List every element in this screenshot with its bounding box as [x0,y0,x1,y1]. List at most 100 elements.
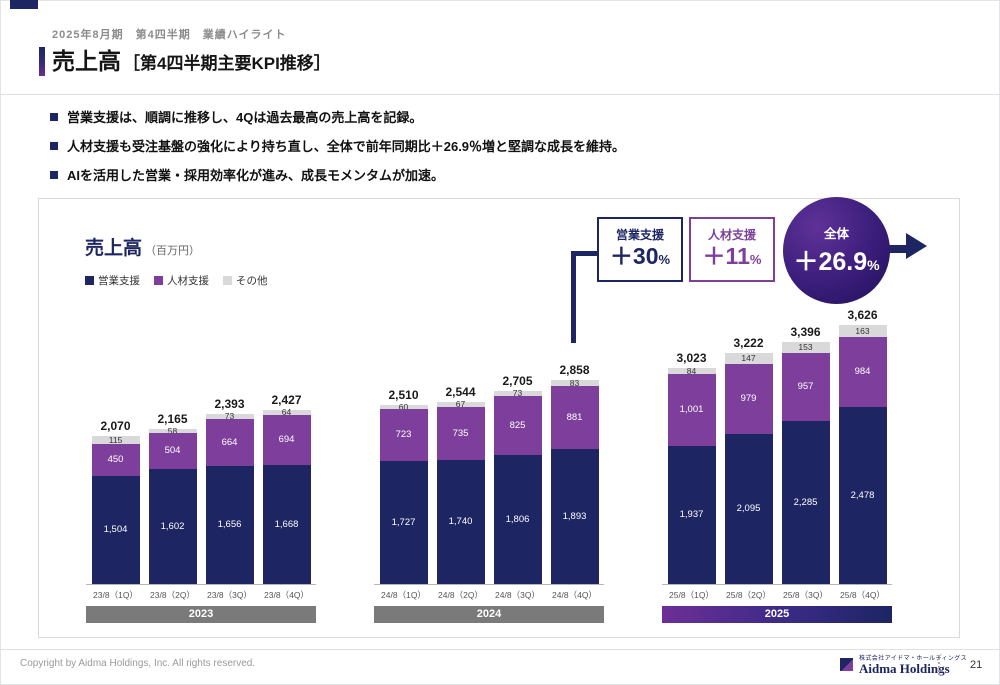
copyright-text: Copyright by Aidma Holdings, Inc. All ri… [20,658,256,669]
x-axis-label: 24/8（2Q） [438,590,483,600]
callout-connector-vertical [571,251,576,343]
legend-label: 営業支援 [98,275,140,287]
bar-segment-営業支援: 2,095 [724,434,773,584]
stacked-bar: 60 723 1,727 [379,403,428,584]
bar-segment-その他: 163 [838,325,887,337]
year-band-2024: 2024 [374,606,604,623]
bar-total-label: 3,023 [676,351,707,365]
legend-label: その他 [236,275,268,287]
bullet-square-icon [50,141,58,150]
legend-swatch [154,276,163,285]
bar-segment-営業支援: 1,893 [550,449,599,584]
bar-segment-人材支援: 984 [838,337,887,407]
page-title: 売上高 ［第4四半期主要KPI推移］ [52,42,331,76]
bar-segment-営業支援: 1,937 [667,446,716,584]
bars-row: 3,023 84 1,001 1,937 3,222 147 979 2,095 3,396 15… [662,308,892,585]
footer-divider [0,649,1000,650]
page-title-main: 売上高 [52,48,121,74]
bar-column: 3,396 153 957 2,285 [781,325,830,584]
logo-company-en: Aidma Holdings [859,661,950,676]
bar-total-label: 2,705 [502,374,533,388]
callout-hr-support: 人材支援 ＋11% [689,217,775,282]
bar-segment-その他: 73 [205,412,254,421]
bar-total-label: 3,626 [847,308,878,322]
legend-label: 人材支援 [167,275,209,287]
bar-column: 2,705 73 825 1,806 [493,374,542,584]
bar-segment-営業支援: 1,806 [493,455,542,584]
company-logo: 株式会社アイドマ・ホールディングス Aidma Holdings [840,653,967,676]
stacked-bar: 115 450 1,504 [91,436,140,584]
highlight-bullet: AIを活用した営業・採用効率化が進み、成長モメンタムが加速。 [50,165,625,184]
x-axis-label: 23/8（3Q） [207,590,252,600]
callout-total-percent-sign: % [867,257,880,273]
bar-segment-人材支援: 1,001 [667,374,716,446]
highlight-bullet: 人材支援も受注基盤の強化により持ち直し、全体で前年同期比＋26.9％増と堅調な成… [50,136,625,155]
logo-company-jp: 株式会社アイドマ・ホールディングス [859,656,968,662]
bar-segment-その他: 67 [436,400,485,409]
bar-segment-人材支援: 450 [91,444,140,476]
bar-segment-その他: 153 [781,342,830,353]
x-axis-label: 24/8（3Q） [495,590,540,600]
legend-item: その他 [223,273,268,288]
callout-hr-number: ＋11 [702,243,750,269]
bar-column: 2,165 58 504 1,602 [148,412,197,584]
x-axis-labels: 23/8（1Q） 23/8（2Q） 23/8（3Q） 23/8（4Q） [86,585,316,604]
bar-segment-営業支援: 2,478 [838,407,887,584]
x-axis-label: 24/8（4Q） [552,590,597,600]
bullet-text: 人材支援も受注基盤の強化により持ち直し、全体で前年同期比＋26.9％増と堅調な成… [67,139,626,154]
bar-column: 2,544 67 735 1,740 [436,385,485,584]
bar-segment-人材支援: 504 [148,433,197,469]
bar-column: 2,510 60 723 1,727 [379,388,428,584]
highlight-bullet: 営業支援は、順調に推移し、4Qは過去最高の売上高を記録。 [50,107,625,126]
stacked-bar: 147 979 2,095 [724,353,773,584]
callout-sales-support: 営業支援 ＋30% [597,217,683,282]
stacked-bar: 58 504 1,602 [148,427,197,584]
stacked-bar: 73 664 1,656 [205,412,254,584]
bar-segment-その他: 147 [724,353,773,364]
bar-segment-その他: 83 [550,379,599,387]
callout-sales-label: 営業支援 [615,228,664,242]
stacked-bar: 73 825 1,806 [493,389,542,584]
bar-column: 2,427 64 694 1,668 [262,393,311,584]
logo-mark-icon [840,657,853,671]
x-axis-label: 23/8（2Q） [150,590,195,600]
growth-arrow-head [906,233,927,259]
callout-hr-percent-sign: % [749,252,762,267]
bar-segment-その他: 60 [379,403,428,411]
chart-title: 売上高 （百万円） [85,233,200,260]
stacked-bar: 83 881 1,893 [550,379,599,584]
chart-title-text: 売上高 [85,238,143,259]
bar-segment-人材支援: 881 [550,386,599,449]
callout-total-value: ＋26.9% [793,242,879,278]
footer-separator [938,655,940,675]
page-title-sub: ［第4四半期主要KPI推移］ [123,54,331,73]
bar-segment-人材支援: 723 [379,409,428,461]
bar-segment-営業支援: 1,504 [91,476,140,584]
bar-column: 3,626 163 984 2,478 [838,308,887,584]
bullet-text: 営業支援は、順調に推移し、4Qは過去最高の売上高を記録。 [67,110,423,125]
bar-segment-その他: 58 [148,427,197,435]
bars-row: 2,510 60 723 1,727 2,544 67 735 1,740 2,705 73 825… [374,363,604,585]
bullet-square-icon [50,112,58,121]
bar-column: 2,393 73 664 1,656 [205,397,254,584]
bar-segment-営業支援: 1,602 [148,469,197,584]
bullet-text: AIを活用した営業・採用効率化が進み、成長モメンタムが加速。 [67,168,445,183]
callout-total-number: ＋26.9 [793,248,868,276]
bar-total-label: 2,070 [100,419,131,433]
bar-total-label: 3,396 [790,325,821,339]
legend-item: 人材支援 [154,273,209,288]
bar-segment-その他: 84 [667,367,716,375]
logo-texts: 株式会社アイドマ・ホールディングス Aidma Holdings [859,653,967,676]
legend-item: 営業支援 [85,273,140,288]
bar-total-label: 2,544 [445,385,476,399]
chart-group-2025: 3,023 84 1,001 1,937 3,222 147 979 2,095 3,396 15… [662,308,892,623]
callout-sales-percent-sign: % [658,252,671,267]
x-axis-label: 24/8（1Q） [381,590,426,600]
chart-plot: 2,070 115 450 1,504 2,165 58 504 1,602 2,393 73 66… [39,199,959,637]
x-axis-labels: 24/8（1Q） 24/8（2Q） 24/8（3Q） 24/8（4Q） [374,585,604,604]
bar-column: 2,070 115 450 1,504 [91,419,140,584]
bar-segment-人材支援: 979 [724,364,773,434]
chart-group-2023: 2,070 115 450 1,504 2,165 58 504 1,602 2,393 73 66… [86,393,316,623]
title-accent-bar [39,47,45,76]
